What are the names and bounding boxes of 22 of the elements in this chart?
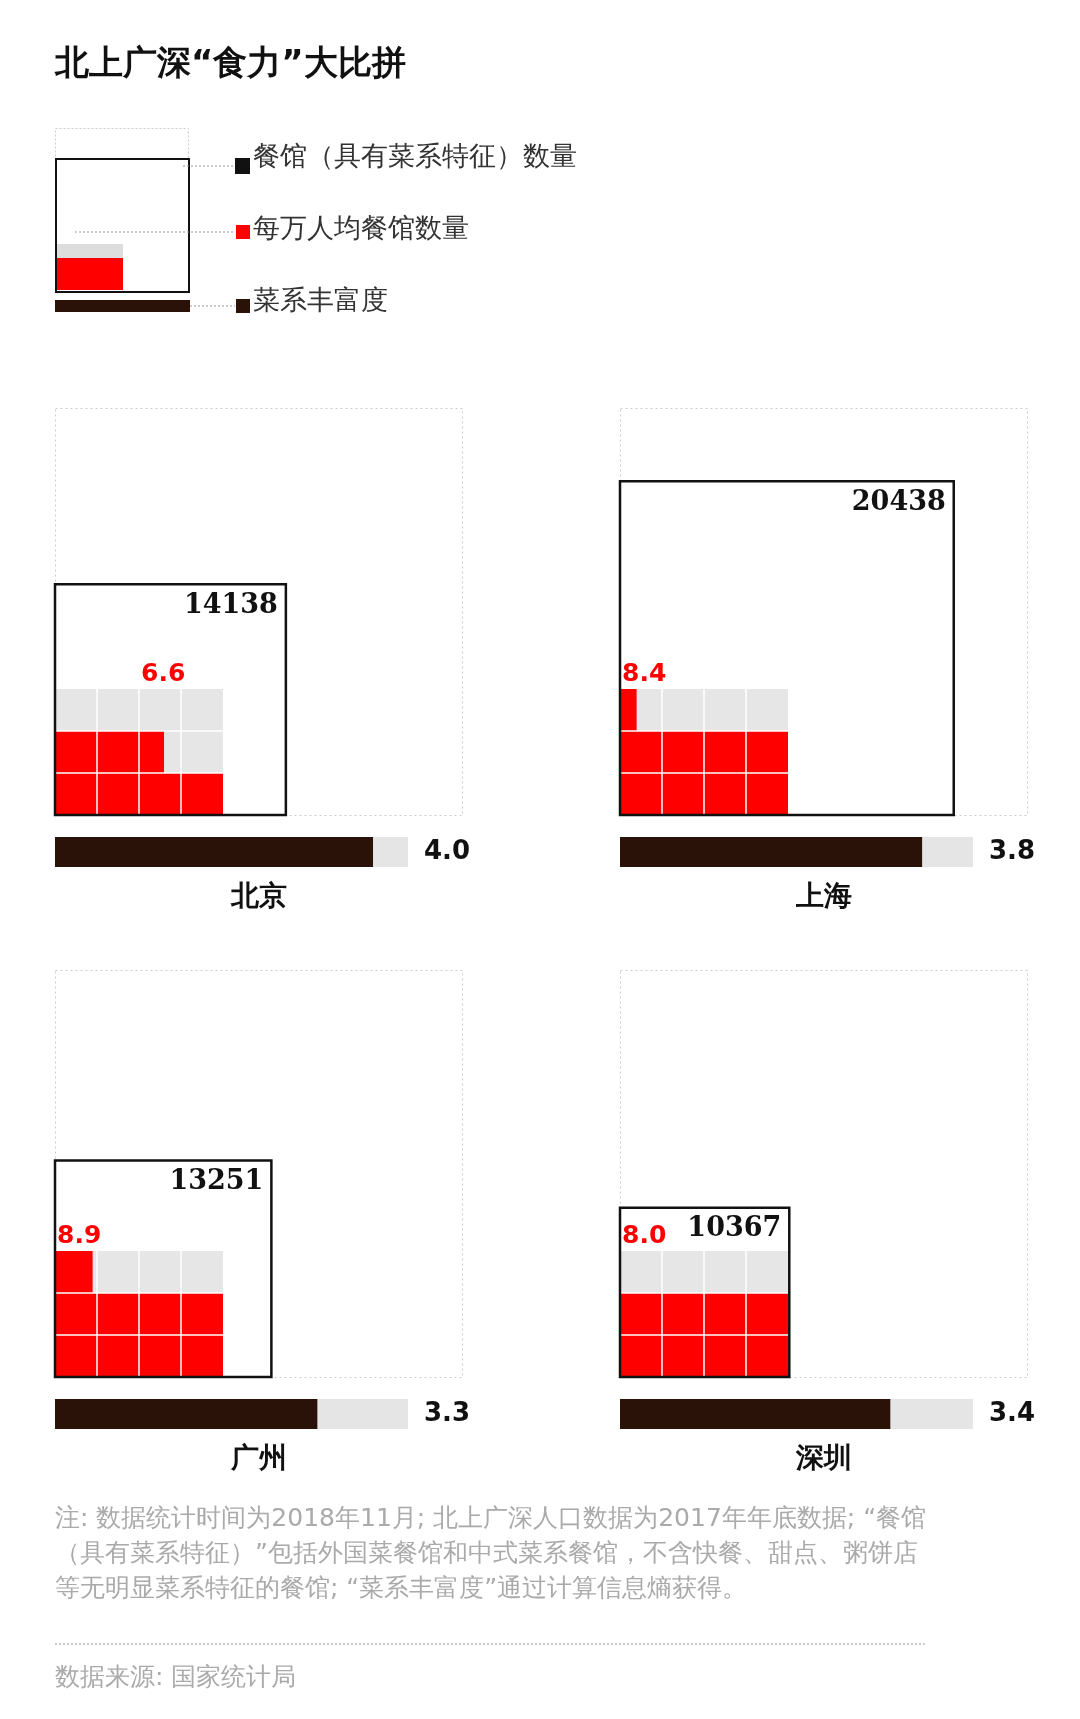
category-label: 上海 (795, 878, 852, 914)
source-note: 数据来源: 国家统计局 (55, 1661, 297, 1693)
data-label: 4.0 (424, 834, 471, 865)
text: 注: 数据统计时间为2018年11月; 北上广深人口数据为2017年年底数据; “餐馆（具有菜系特征）”包括外国菜餐馆和中式菜系餐馆，不含快餐、甜点、粥饼店等无明显菜系特征的餐馆; “菜系丰富度”通过计算信息熵获得。 (55, 1502, 928, 1604)
data-label: 3.3 (424, 1396, 471, 1427)
text: 北上广深“食力”大比拼 (55, 41, 406, 84)
data-label: 8.0 (622, 1220, 667, 1249)
category-label: 广州 (230, 1440, 287, 1476)
data-label: 3.8 (989, 834, 1036, 865)
data-label: 13251 (169, 1164, 264, 1196)
data-label: 8.4 (622, 658, 667, 687)
data-label: 6.6 (141, 658, 186, 687)
legend-label: 菜系丰富度 (253, 283, 388, 317)
legend-label: 每万人均餐馆数量 (253, 211, 469, 245)
category-label: 北京 (230, 878, 287, 914)
category-label: 深圳 (795, 1440, 852, 1476)
data-label: 10367 (687, 1211, 782, 1243)
data-label: 8.9 (57, 1220, 102, 1249)
legend-label: 餐馆（具有菜系特征）数量 (253, 139, 577, 173)
data-label: 3.4 (989, 1396, 1036, 1427)
data-label: 20438 (851, 484, 946, 516)
data-label: 14138 (183, 587, 278, 619)
